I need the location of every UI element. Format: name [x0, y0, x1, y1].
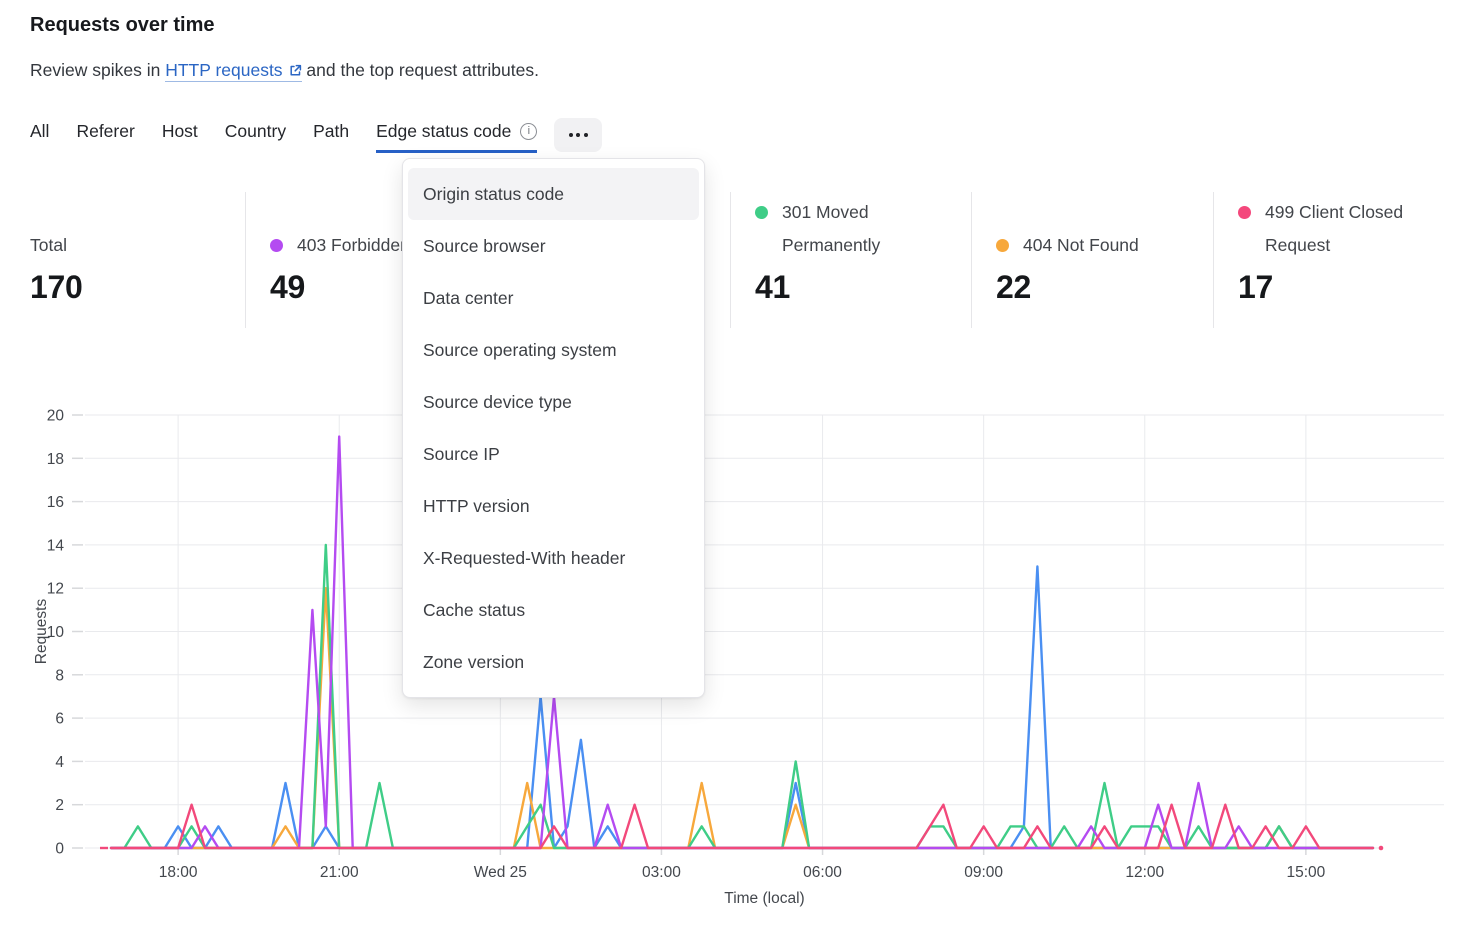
stat-label: Total — [30, 235, 67, 255]
svg-text:4: 4 — [55, 754, 64, 771]
svg-text:16: 16 — [47, 494, 64, 511]
svg-text:10: 10 — [47, 624, 65, 641]
stat-label: 301 Moved Permanently — [782, 202, 881, 255]
svg-text:2: 2 — [55, 797, 64, 814]
page-description: Review spikes in HTTP requests and the t… — [30, 60, 539, 82]
svg-text:0: 0 — [55, 841, 64, 858]
tab-label: All — [30, 121, 50, 141]
svg-text:15:00: 15:00 — [1286, 864, 1325, 881]
svg-text:6: 6 — [55, 711, 64, 728]
tab-label: Path — [313, 121, 350, 141]
stat-value: 17 — [1238, 269, 1273, 305]
svg-text:18:00: 18:00 — [159, 864, 198, 881]
menu-item-cache-status[interactable]: Cache status — [423, 599, 526, 620]
stat-total: Total 170 — [30, 196, 255, 305]
stat-value: 22 — [996, 269, 1031, 305]
legend-dot — [270, 239, 283, 252]
svg-text:8: 8 — [55, 667, 64, 684]
stat-value: 41 — [755, 269, 790, 305]
tab-label: Edge status code — [376, 121, 512, 141]
attribute-tab-row: All Referer Host Country Path Edge status cod… — [30, 118, 603, 153]
stat-499-client-closed-request: 499 Client Closed Request 17 — [1238, 196, 1458, 305]
stat-label: 404 Not Found — [1023, 235, 1139, 255]
ellipsis-icon — [576, 133, 581, 137]
legend-dot — [996, 239, 1009, 252]
description-prefix: Review spikes in — [30, 60, 166, 80]
svg-text:Wed 25: Wed 25 — [474, 864, 527, 881]
legend-dot — [755, 206, 768, 219]
svg-text:06:00: 06:00 — [803, 864, 842, 881]
menu-item-source-device-type[interactable]: Source device type — [423, 391, 572, 412]
http-requests-link-label: HTTP requests — [165, 60, 283, 80]
series-403-forbidden — [109, 435, 1375, 850]
menu-item-http-version[interactable]: HTTP version — [423, 495, 530, 516]
description-suffix: and the top request attributes. — [301, 60, 539, 80]
stat-divider — [730, 192, 731, 328]
tab-bar: All Referer Host Country Path Edge status cod… — [30, 121, 538, 153]
menu-item-source-ip[interactable]: Source IP — [423, 443, 500, 464]
tab-label: Referer — [76, 121, 135, 141]
series-499-client-closed-request — [109, 803, 1375, 850]
svg-text:18: 18 — [47, 451, 64, 468]
stat-divider — [245, 192, 246, 328]
stat-label: 499 Client Closed Request — [1265, 202, 1404, 255]
tab-edge-status-code[interactable]: Edge status code i — [376, 121, 538, 153]
svg-text:09:00: 09:00 — [964, 864, 1003, 881]
stat-divider — [971, 192, 972, 328]
overflow-menu-button[interactable] — [554, 118, 603, 152]
menu-item-source-browser[interactable]: Source browser — [423, 235, 546, 256]
y-axis-label: Requests — [33, 599, 50, 665]
tab-path[interactable]: Path — [313, 121, 349, 153]
stat-divider — [1213, 192, 1214, 328]
svg-text:14: 14 — [47, 537, 65, 554]
svg-text:12:00: 12:00 — [1125, 864, 1164, 881]
tab-label: Host — [161, 121, 198, 141]
stat-value: 49 — [270, 269, 305, 305]
chart-grid: 0 2 4 6 8 10 12 14 16 18 20 18:00 21:00 Wed 25 03:00 06… — [47, 408, 1444, 881]
svg-text:20: 20 — [47, 408, 65, 425]
tab-all[interactable]: All — [30, 121, 49, 153]
series-trailing-dot — [1378, 845, 1384, 851]
legend-dot — [1238, 206, 1251, 219]
menu-item-x-requested-with-header[interactable]: X-Requested-With header — [423, 547, 626, 568]
tab-referer[interactable]: Referer — [76, 121, 134, 153]
stat-403-forbidden: 403 Forbidden 49 — [270, 196, 495, 305]
svg-text:03:00: 03:00 — [642, 864, 681, 881]
ellipsis-icon — [568, 133, 573, 137]
page-title: Requests over time — [30, 14, 215, 36]
stat-301-moved-permanently: 301 Moved Permanently 41 — [755, 196, 980, 305]
series-301-moved-permanently — [109, 543, 1375, 850]
x-axis-label: Time (local) — [724, 890, 804, 907]
menu-item-zone-version[interactable]: Zone version — [423, 651, 525, 672]
svg-text:12: 12 — [47, 581, 64, 598]
ellipsis-icon — [583, 133, 588, 137]
menu-item-data-center[interactable]: Data center — [423, 287, 514, 308]
http-requests-link[interactable]: HTTP requests — [165, 60, 302, 82]
attribute-dropdown-menu: Origin status code Source browser Data cen… — [402, 158, 705, 698]
tab-host[interactable]: Host — [162, 121, 198, 153]
tab-label: Country — [224, 121, 287, 141]
stat-value: 170 — [30, 269, 83, 305]
menu-item-source-operating-system[interactable]: Source operating system — [423, 339, 617, 360]
svg-text:21:00: 21:00 — [320, 864, 359, 881]
stat-404-not-found: 404 Not Found 22 — [996, 196, 1221, 305]
tab-country[interactable]: Country — [225, 121, 286, 153]
menu-item-origin-status-code[interactable]: Origin status code — [408, 168, 699, 220]
stat-label: 403 Forbidden — [297, 235, 410, 255]
external-link-icon — [290, 64, 301, 76]
info-icon[interactable]: i — [520, 123, 538, 140]
